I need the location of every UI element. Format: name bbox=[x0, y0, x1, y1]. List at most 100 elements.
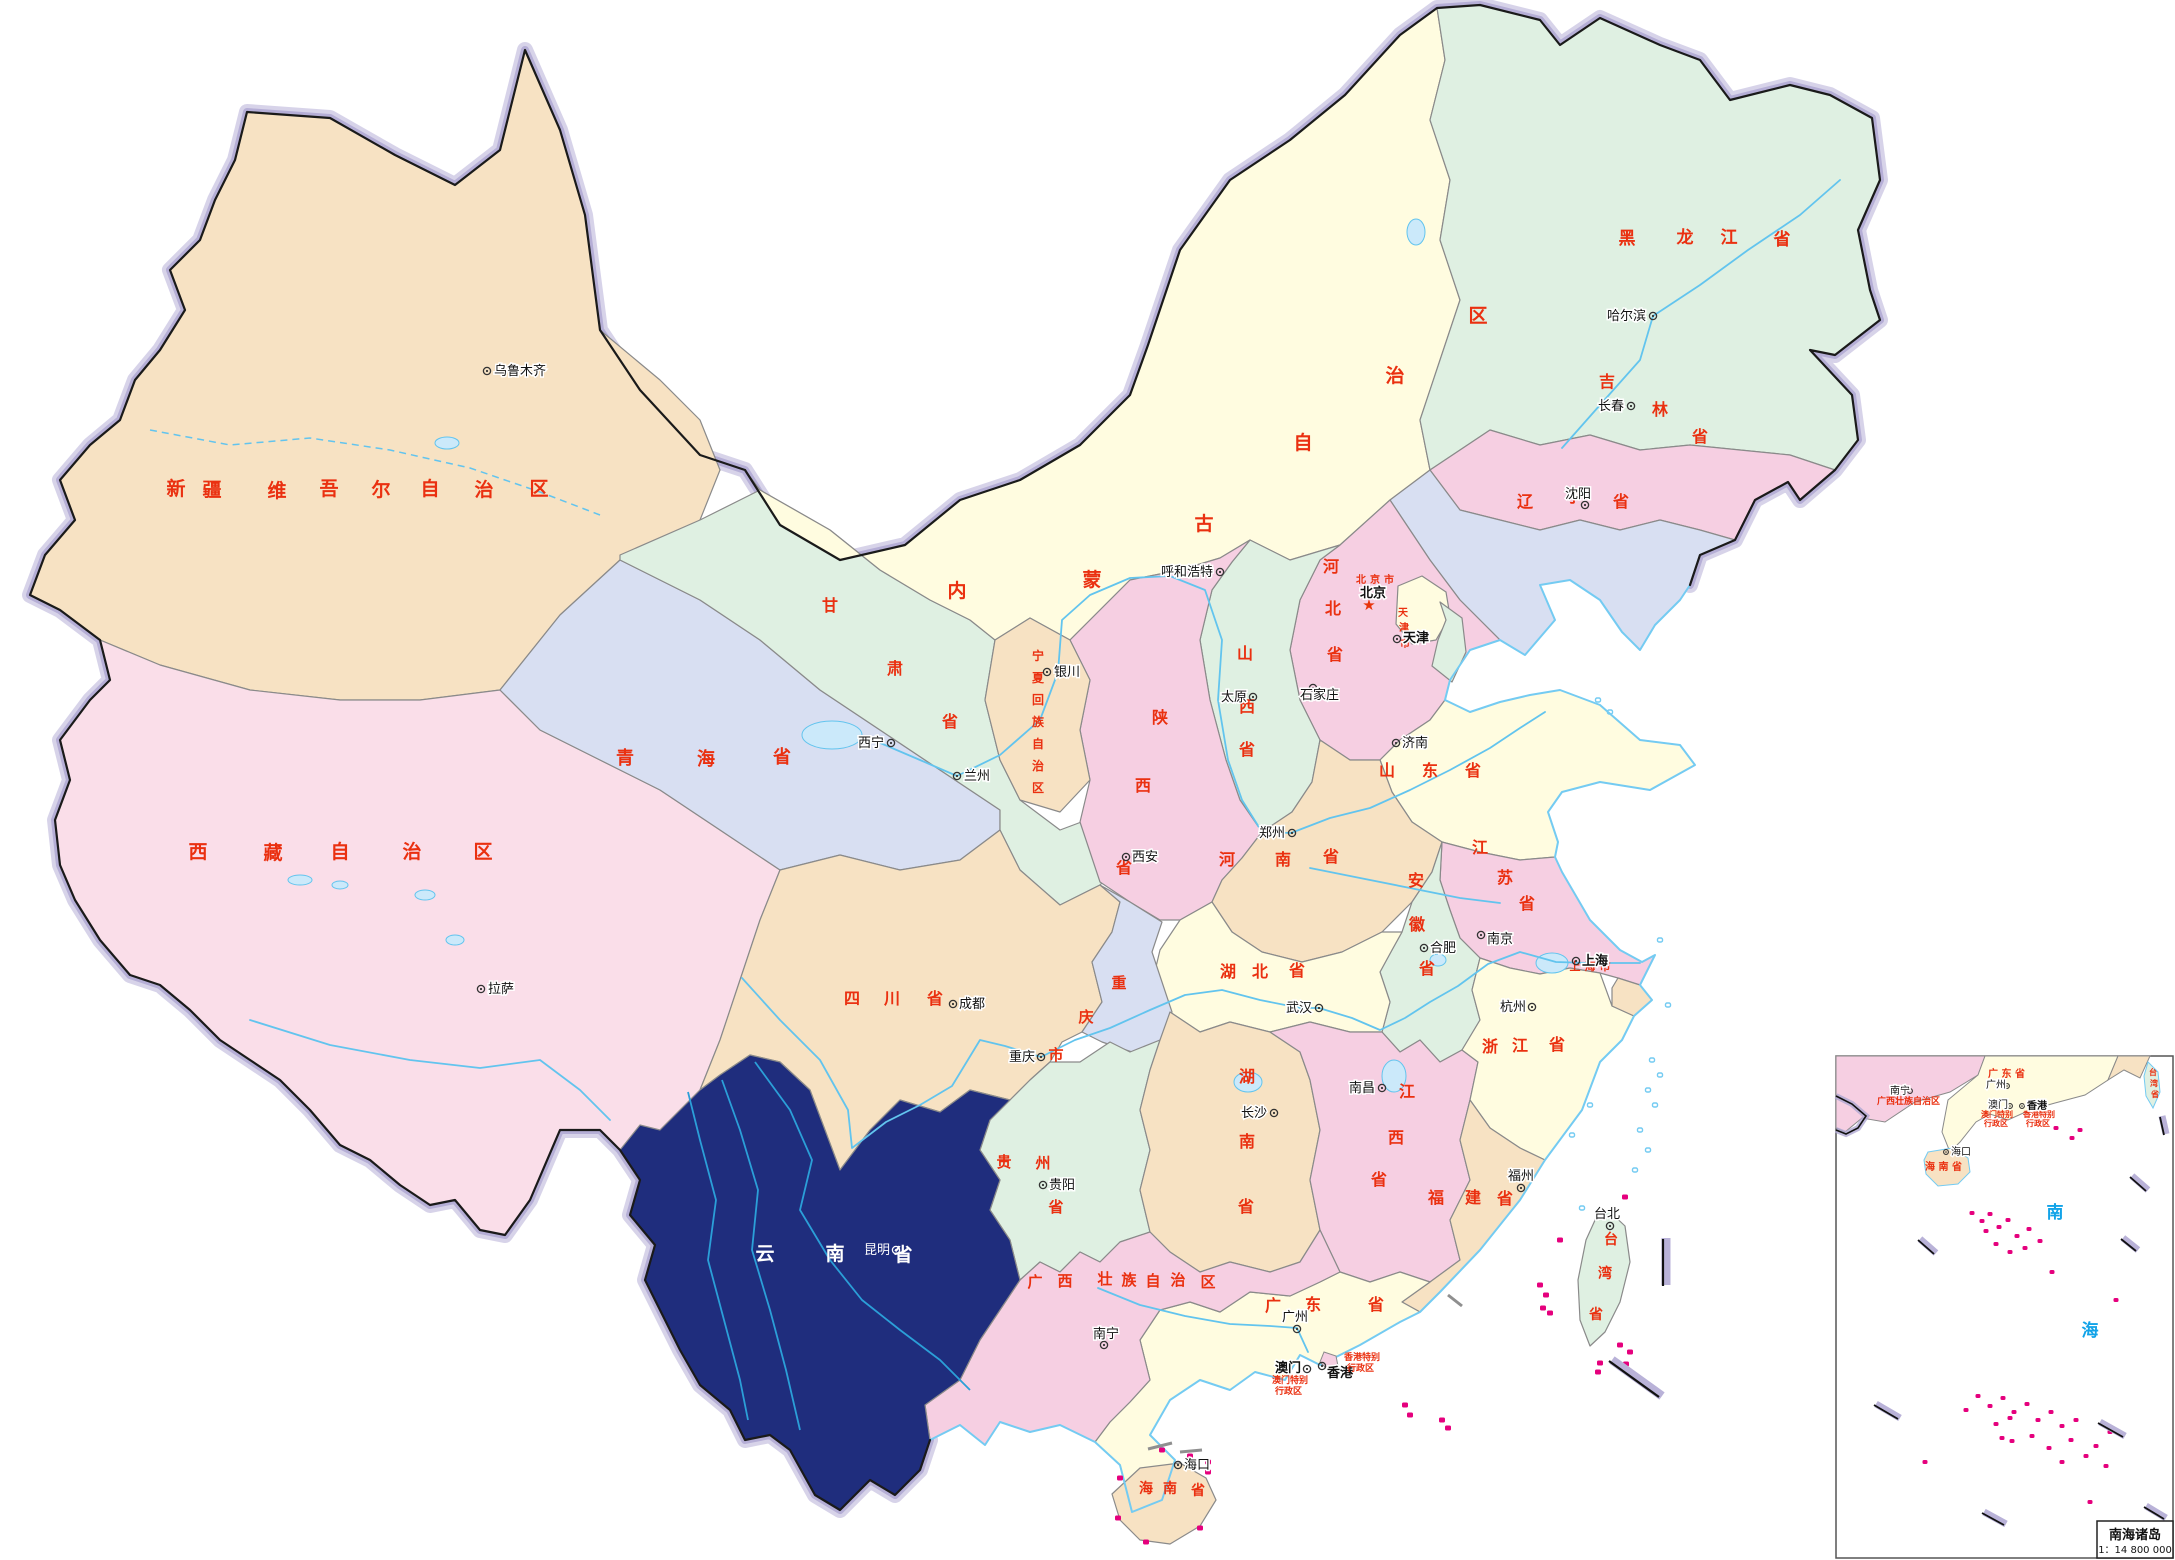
province-label-beijing-0: 北 bbox=[1356, 573, 1366, 586]
inset-city-dot bbox=[2021, 1105, 2023, 1107]
city-marker-kunming[interactable] bbox=[891, 1245, 901, 1255]
province-label-neimenggu-1: 蒙 bbox=[1082, 569, 1101, 591]
river bbox=[877, 575, 1546, 834]
city-label-nanning: 南宁 bbox=[1093, 1326, 1119, 1342]
city-marker-jinan[interactable] bbox=[1391, 738, 1401, 748]
city-marker-haerbin[interactable] bbox=[1648, 311, 1658, 321]
city-marker-guangzhou[interactable] bbox=[1292, 1324, 1302, 1334]
city-marker-dot bbox=[485, 369, 489, 373]
city-marker-nanchang[interactable] bbox=[1377, 1083, 1387, 1093]
province-label-xizang-1: 藏 bbox=[263, 841, 282, 864]
city-marker-chengdu[interactable] bbox=[948, 999, 958, 1009]
province-label-guangxi-2: 壮 bbox=[1097, 1270, 1112, 1288]
inset-island-dot bbox=[2035, 1418, 2041, 1422]
city-marker-shenyang[interactable] bbox=[1580, 500, 1590, 510]
inset-island-dot bbox=[2053, 1126, 2059, 1130]
capital-star-icon[interactable]: ★ bbox=[1362, 596, 1375, 614]
river bbox=[1561, 179, 1841, 449]
river bbox=[741, 951, 1641, 1149]
city-label-hefei: 合肥 bbox=[1430, 941, 1456, 956]
city-marker-dot bbox=[1519, 1186, 1523, 1190]
national-border bbox=[28, 3, 1882, 1512]
island-dot bbox=[1537, 1282, 1543, 1288]
province-label-neimenggu-5: 区 bbox=[1468, 305, 1487, 327]
province-ningxia[interactable] bbox=[984, 617, 1091, 813]
city-marker-xianggang[interactable] bbox=[1317, 1361, 1327, 1371]
city-marker-dot bbox=[1305, 1367, 1309, 1371]
province-heilongjiang[interactable] bbox=[1419, 4, 1881, 471]
islet-outline bbox=[1656, 937, 1664, 943]
inset-join-mark-edge bbox=[1981, 1512, 2005, 1526]
inset-island-dot bbox=[1987, 1212, 1993, 1216]
city-marker-changchun[interactable] bbox=[1626, 401, 1636, 411]
inset-taiwan-label-0: 台 bbox=[2149, 1067, 2157, 1077]
city-marker-hangzhou[interactable] bbox=[1527, 1002, 1537, 1012]
city-marker-huhehaote[interactable] bbox=[1215, 567, 1225, 577]
city-marker-aomen[interactable] bbox=[1302, 1364, 1312, 1374]
province-label-zhejiang-1: 江 bbox=[1512, 1036, 1528, 1055]
city-marker-dot bbox=[1311, 686, 1315, 690]
province-label-anhui-1: 徽 bbox=[1408, 915, 1426, 934]
inset-island-dot bbox=[2007, 1250, 2013, 1254]
city-marker-zhengzhou[interactable] bbox=[1287, 828, 1297, 838]
province-label-hunan-1: 南 bbox=[1239, 1132, 1255, 1151]
inset-island-dot bbox=[1969, 1211, 1975, 1215]
hong-kong-area[interactable] bbox=[1319, 1351, 1339, 1371]
city-marker-changsha[interactable] bbox=[1269, 1108, 1279, 1118]
province-label-gansu-0: 甘 bbox=[822, 596, 838, 615]
city-marker-wulumuqi[interactable] bbox=[482, 366, 492, 376]
city-marker-xining[interactable] bbox=[886, 738, 896, 748]
province-label-guizhou-0: 贵 bbox=[996, 1153, 1011, 1171]
city-marker-tianjin[interactable] bbox=[1392, 634, 1402, 644]
province-guangxi[interactable] bbox=[924, 1229, 1341, 1446]
lake bbox=[287, 874, 313, 886]
city-label-taiyuan: 太原 bbox=[1221, 690, 1247, 705]
city-marker-guiyang[interactable] bbox=[1038, 1180, 1048, 1190]
city-marker-shanghai[interactable] bbox=[1571, 956, 1581, 966]
province-tianjin[interactable] bbox=[1431, 601, 1467, 683]
city-marker-xian[interactable] bbox=[1121, 852, 1131, 862]
province-taiwan[interactable] bbox=[1577, 1209, 1631, 1347]
inset-island-dot bbox=[2005, 1218, 2011, 1222]
city-marker-taiyuan[interactable] bbox=[1248, 692, 1258, 702]
province-label-xizang-3: 治 bbox=[402, 840, 421, 863]
inset-guangdong bbox=[1941, 1055, 2119, 1153]
island-dot bbox=[1205, 1469, 1211, 1475]
province-label-hubei-2: 省 bbox=[1288, 961, 1305, 980]
inset-city-dot bbox=[2006, 1085, 2008, 1087]
province-hunan[interactable] bbox=[1139, 1011, 1321, 1273]
city-marker-hefei[interactable] bbox=[1419, 943, 1429, 953]
island-dot bbox=[1547, 1310, 1553, 1316]
inset-fujian bbox=[2106, 1055, 2151, 1082]
lake bbox=[801, 720, 863, 750]
province-label-guangdong-0: 广 bbox=[1265, 1296, 1281, 1315]
lake bbox=[1406, 218, 1426, 246]
city-marker-lasa[interactable] bbox=[476, 984, 486, 994]
islet-outline bbox=[1644, 1087, 1652, 1093]
inset-hainan bbox=[1923, 1147, 1971, 1187]
city-marker-shijiazhuang[interactable] bbox=[1308, 683, 1318, 693]
city-marker-taibei[interactable] bbox=[1605, 1221, 1615, 1231]
province-hainan[interactable] bbox=[1111, 1462, 1217, 1545]
city-marker-dot bbox=[1583, 503, 1587, 507]
strait-mark bbox=[1447, 1293, 1463, 1308]
city-marker-nanning[interactable] bbox=[1099, 1340, 1109, 1350]
province-label-shanghai-0: 上 bbox=[1570, 959, 1581, 973]
city-marker-nanjing[interactable] bbox=[1476, 930, 1486, 940]
province-label-guizhou-2: 省 bbox=[1047, 1198, 1063, 1216]
city-marker-haikou[interactable] bbox=[1173, 1460, 1183, 1470]
city-marker-lanzhou[interactable] bbox=[952, 771, 962, 781]
city-label-aomen: 澳门 bbox=[1275, 1360, 1301, 1376]
inset-island-dot bbox=[2113, 1298, 2119, 1302]
city-marker-fuzhou[interactable] bbox=[1516, 1183, 1526, 1193]
city-marker-wuhan[interactable] bbox=[1314, 1003, 1324, 1013]
city-marker-chongqing[interactable] bbox=[1036, 1052, 1046, 1062]
province-yunnan[interactable] bbox=[619, 1054, 1021, 1511]
province-label-neimenggu-0: 内 bbox=[947, 579, 966, 602]
province-label-shaanxi-0: 陕 bbox=[1152, 708, 1168, 727]
city-marker-yinchuan[interactable] bbox=[1042, 667, 1052, 677]
island-dot bbox=[1595, 1369, 1601, 1375]
province-label-shanghai-1: 海 bbox=[1585, 959, 1596, 973]
city-marker-dot bbox=[1394, 741, 1398, 745]
